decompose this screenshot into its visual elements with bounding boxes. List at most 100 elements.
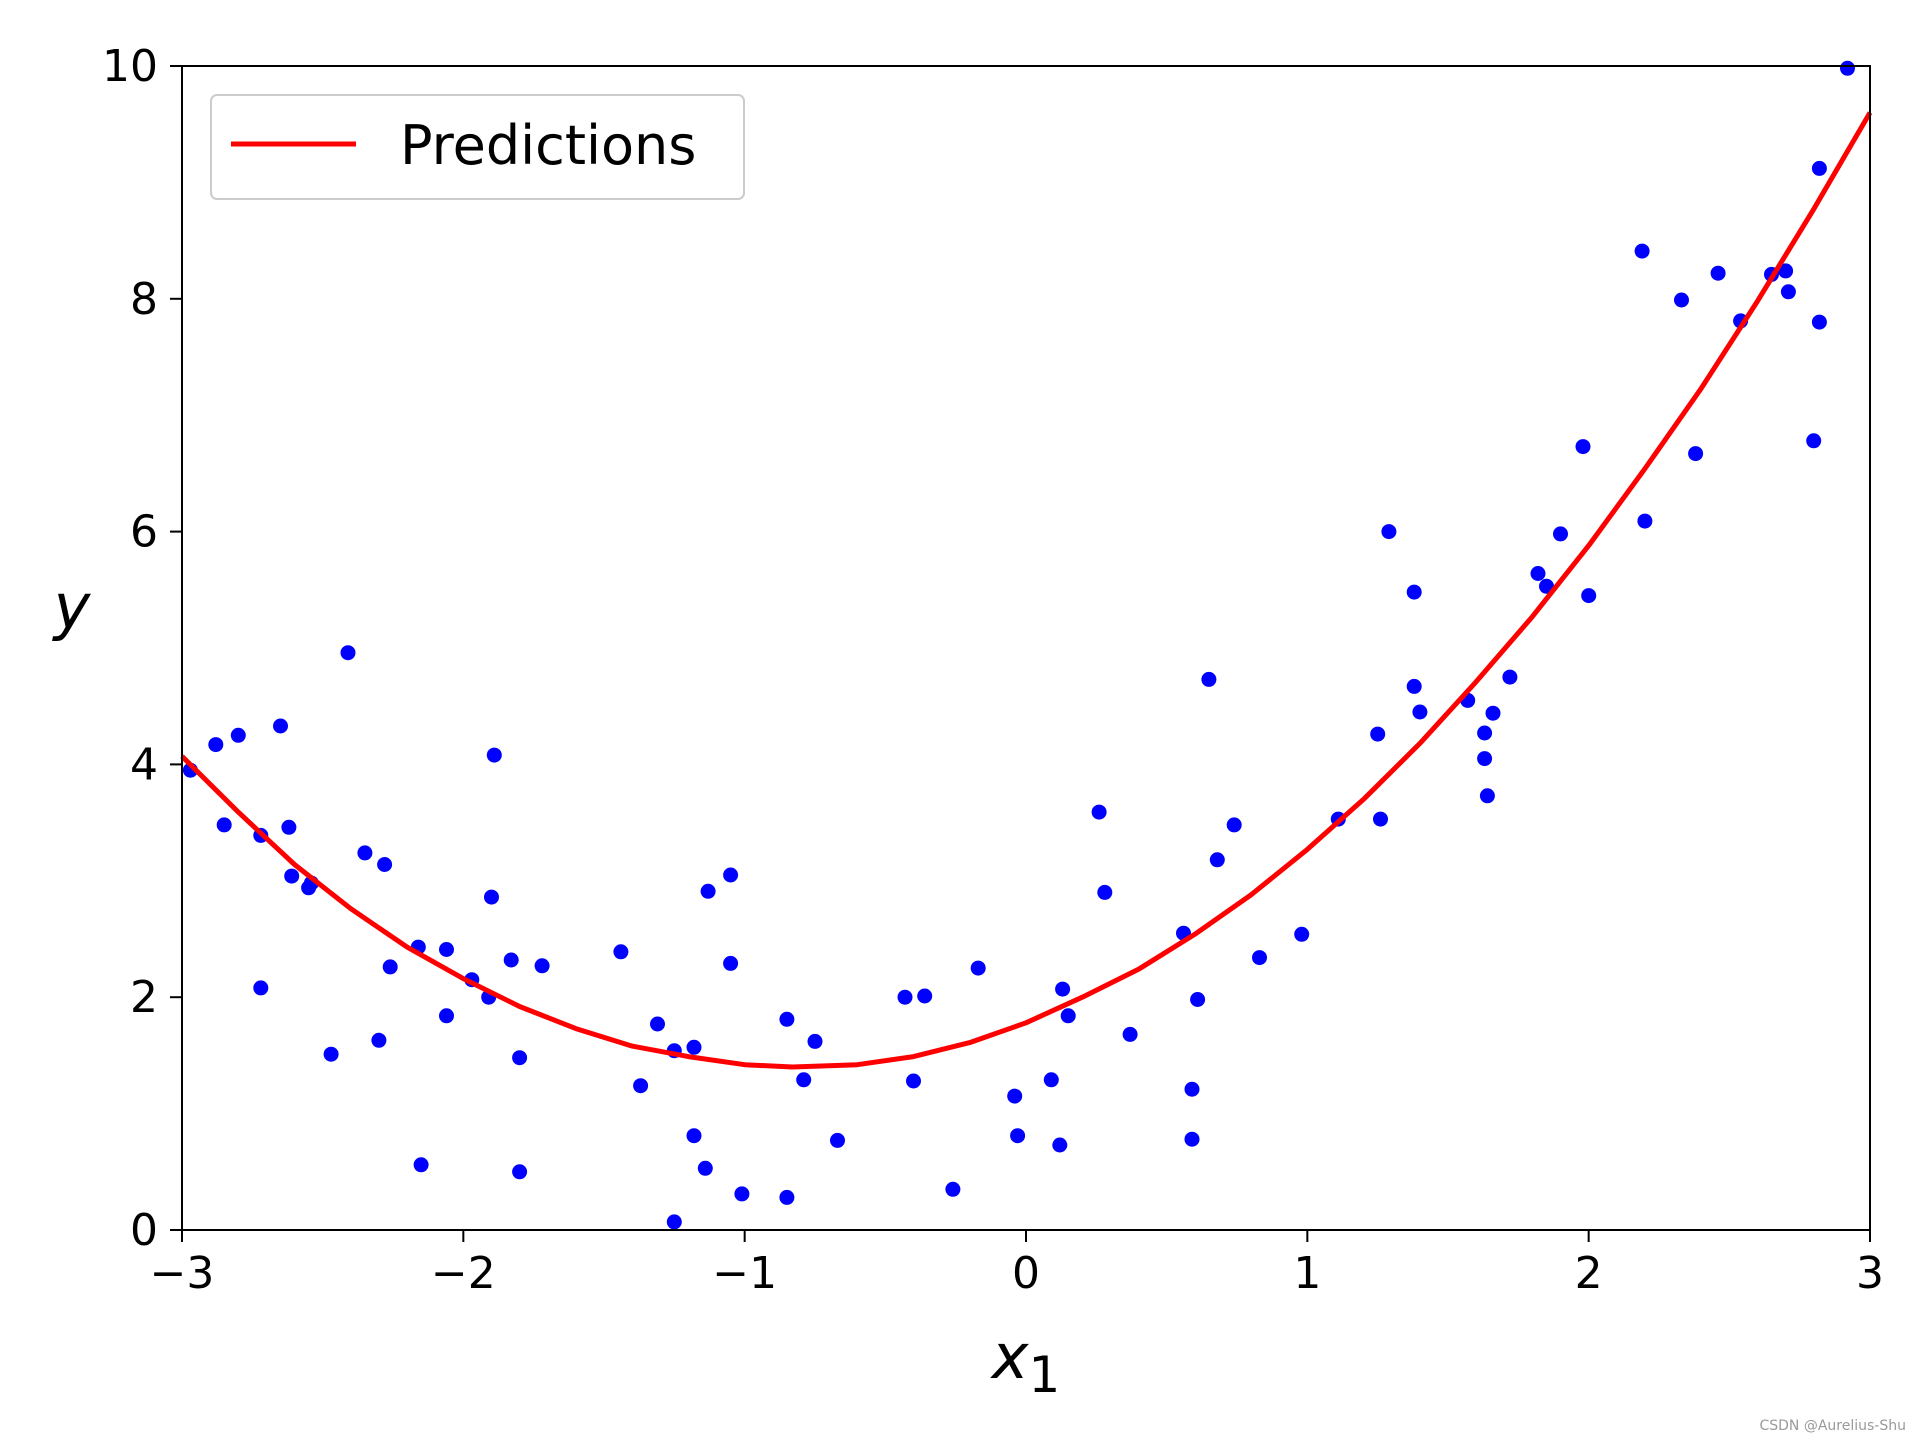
plot-frame bbox=[181, 65, 1871, 1231]
data-point bbox=[382, 959, 398, 975]
watermark: CSDN @Aurelius-Shu bbox=[1759, 1418, 1906, 1434]
data-point bbox=[1778, 263, 1794, 279]
data-point bbox=[1097, 884, 1113, 900]
y-tick-label: 4 bbox=[130, 739, 158, 790]
data-point bbox=[503, 952, 519, 968]
data-point bbox=[1840, 60, 1855, 76]
data-point bbox=[486, 747, 502, 763]
data-point bbox=[512, 1050, 528, 1066]
data-point bbox=[970, 960, 986, 976]
data-point bbox=[686, 1039, 702, 1055]
data-point bbox=[1637, 513, 1653, 529]
data-point bbox=[413, 1157, 429, 1173]
x-tick-label: −3 bbox=[150, 1248, 215, 1299]
data-point bbox=[686, 1128, 702, 1144]
prediction-curve bbox=[180, 111, 1873, 1070]
data-point bbox=[284, 868, 300, 884]
data-point bbox=[1252, 950, 1267, 966]
y-axis-ticks: 0 2 4 6 8 10 bbox=[102, 41, 182, 1256]
data-point bbox=[1477, 751, 1493, 767]
data-point bbox=[906, 1073, 921, 1089]
x-tick-label: 1 bbox=[1293, 1248, 1321, 1299]
data-point bbox=[1294, 926, 1310, 942]
data-point bbox=[1539, 578, 1554, 594]
y-tick-label: 8 bbox=[130, 274, 158, 325]
data-point bbox=[1052, 1137, 1068, 1153]
data-point bbox=[1710, 265, 1726, 281]
data-point bbox=[807, 1033, 823, 1049]
data-point bbox=[1055, 981, 1071, 997]
x-tick-label: −2 bbox=[431, 1248, 496, 1299]
data-point bbox=[1688, 446, 1704, 462]
data-point bbox=[723, 955, 739, 971]
data-point bbox=[697, 1160, 713, 1176]
data-point bbox=[633, 1078, 649, 1094]
legend-label-predictions: Predictions bbox=[400, 114, 696, 177]
data-point bbox=[439, 1008, 454, 1024]
data-point bbox=[208, 737, 224, 753]
data-point bbox=[666, 1214, 682, 1230]
data-point bbox=[1406, 678, 1422, 694]
data-point bbox=[281, 819, 297, 835]
y-axis-label: y bbox=[52, 570, 92, 643]
data-point bbox=[1091, 804, 1107, 820]
data-point bbox=[1010, 1128, 1026, 1144]
data-point bbox=[1184, 1081, 1200, 1097]
legend-box bbox=[210, 94, 745, 200]
data-point bbox=[1479, 788, 1495, 804]
x-tick-label: 3 bbox=[1856, 1248, 1884, 1299]
data-point bbox=[1553, 526, 1568, 542]
data-point bbox=[723, 867, 739, 883]
data-point bbox=[1477, 725, 1493, 741]
data-point bbox=[1806, 433, 1822, 449]
data-point bbox=[323, 1046, 339, 1062]
x-tick-label: 0 bbox=[1012, 1248, 1040, 1299]
x-axis-ticks: −3 −2 −1 0 1 2 3 bbox=[150, 1230, 1884, 1299]
x-axis-label: x1 bbox=[990, 1320, 1061, 1404]
y-tick-label: 0 bbox=[130, 1205, 158, 1256]
data-point bbox=[377, 857, 393, 872]
data-point bbox=[1184, 1131, 1200, 1147]
data-point bbox=[273, 718, 288, 734]
data-point bbox=[1780, 284, 1796, 300]
data-point bbox=[796, 1072, 812, 1088]
data-point bbox=[1581, 588, 1597, 604]
data-point bbox=[1381, 524, 1397, 540]
data-point bbox=[1811, 314, 1827, 330]
data-point bbox=[1530, 566, 1546, 581]
data-point bbox=[1007, 1088, 1023, 1104]
scatter-points bbox=[182, 60, 1855, 1230]
x-axis-label-subscript: 1 bbox=[1028, 1346, 1060, 1404]
data-point bbox=[830, 1132, 845, 1148]
data-point bbox=[484, 889, 499, 905]
x-tick-label: −1 bbox=[712, 1248, 777, 1299]
data-point bbox=[779, 1011, 795, 1027]
data-point bbox=[1373, 811, 1388, 827]
data-point bbox=[230, 727, 246, 743]
data-point bbox=[917, 988, 933, 1004]
data-point bbox=[512, 1164, 528, 1180]
y-tick-label: 2 bbox=[130, 972, 158, 1023]
data-point bbox=[1060, 1008, 1076, 1024]
y-tick-label: 6 bbox=[130, 507, 158, 558]
data-point bbox=[1043, 1072, 1059, 1088]
data-point bbox=[357, 845, 373, 861]
y-tick-label: 10 bbox=[102, 41, 158, 92]
data-point bbox=[1370, 726, 1386, 742]
data-point bbox=[897, 989, 913, 1005]
data-point bbox=[1201, 671, 1217, 687]
data-point bbox=[1575, 439, 1591, 455]
data-point bbox=[1485, 705, 1501, 721]
data-point bbox=[534, 958, 550, 974]
data-point bbox=[613, 944, 629, 960]
data-point bbox=[1502, 669, 1518, 685]
data-point bbox=[1226, 817, 1242, 833]
data-point bbox=[945, 1181, 961, 1197]
x-tick-label: 2 bbox=[1575, 1248, 1603, 1299]
data-point bbox=[1122, 1026, 1138, 1042]
data-point bbox=[1406, 584, 1422, 600]
data-point bbox=[1190, 992, 1206, 1007]
data-point bbox=[700, 883, 716, 899]
data-point bbox=[253, 980, 269, 996]
legend: Predictions bbox=[210, 94, 745, 200]
